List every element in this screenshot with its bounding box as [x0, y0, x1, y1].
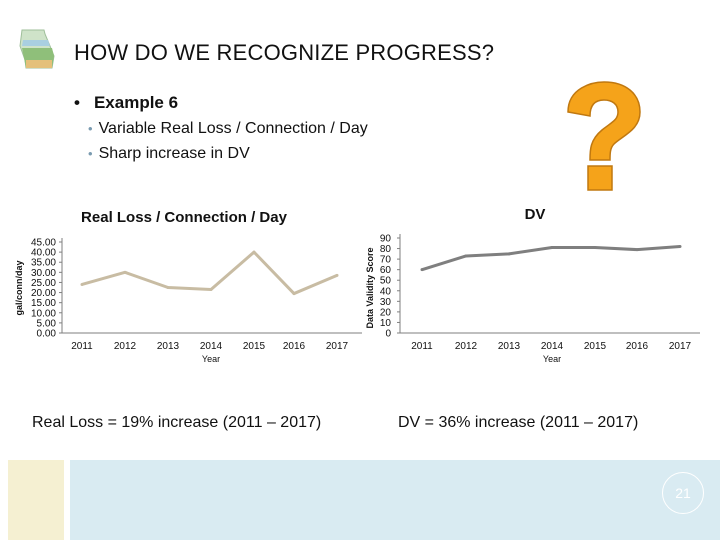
x-tick-label: 2014: [200, 341, 223, 352]
y-tick-label: 70: [380, 255, 392, 266]
x-axis-title: Year: [543, 354, 561, 364]
y-tick-label: 50: [380, 276, 392, 287]
data-point: [123, 270, 127, 274]
data-point: [464, 254, 468, 258]
x-tick-label: 2011: [411, 341, 433, 352]
sub-bullet-text: Variable Real Loss / Connection / Day: [98, 120, 368, 137]
data-point: [507, 252, 511, 256]
bullet-text: Example 6: [93, 93, 179, 112]
data-point: [252, 250, 256, 254]
y-tick-label: 60: [380, 265, 392, 276]
y-axis-title: gal/conn/day: [14, 260, 24, 315]
y-tick-label: 10: [380, 318, 392, 329]
data-point: [166, 286, 170, 289]
y-tick-label: 10.00: [31, 308, 56, 319]
y-tick-label: 15.00: [31, 298, 56, 309]
y-tick-label: 45.00: [31, 238, 56, 249]
bullet-marker: •: [74, 93, 80, 112]
sub-bullet-1: • Variable Real Loss / Connection / Day: [88, 120, 368, 138]
x-tick-label: 2013: [498, 341, 521, 352]
y-axis-title: Data Validity Score: [365, 247, 375, 328]
bullet-example: • Example 6: [74, 93, 178, 113]
page-number: 21: [662, 472, 704, 514]
x-tick-label: 2012: [114, 341, 137, 352]
footer-bar: [70, 460, 720, 540]
data-point: [335, 273, 339, 277]
series-line: [421, 244, 681, 272]
georgia-state-logo-icon: [19, 29, 55, 69]
y-tick-label: 40: [380, 286, 392, 297]
y-tick-label: 30: [380, 297, 392, 308]
data-point: [209, 288, 213, 292]
sub-bullet-2: • Sharp increase in DV: [88, 145, 250, 163]
sub-marker: •: [88, 121, 93, 136]
question-mark-icon: [567, 81, 641, 191]
y-tick-label: 90: [380, 234, 392, 245]
chart-title: DV: [525, 206, 546, 223]
sub-bullet-text: Sharp increase in DV: [98, 145, 250, 162]
y-tick-label: 40.00: [31, 248, 56, 259]
sub-marker: •: [88, 146, 93, 161]
x-tick-label: 2016: [283, 341, 306, 352]
y-tick-label: 35.00: [31, 258, 56, 269]
y-tick-label: 80: [380, 244, 392, 255]
y-tick-label: 0: [385, 329, 391, 340]
y-tick-label: 20.00: [31, 288, 56, 299]
x-tick-label: 2011: [71, 341, 93, 352]
data-point: [550, 246, 554, 249]
x-tick-label: 2014: [541, 341, 564, 352]
page-title: HOW DO WE RECOGNIZE PROGRESS?: [74, 40, 495, 65]
y-tick-label: 25.00: [31, 278, 56, 289]
chart-title: Real Loss / Connection / Day: [81, 209, 288, 226]
x-tick-label: 2012: [455, 341, 478, 352]
y-tick-label: 30.00: [31, 268, 56, 279]
data-point: [80, 282, 84, 286]
x-tick-label: 2015: [584, 341, 607, 352]
x-tick-label: 2016: [626, 341, 649, 352]
data-point: [678, 244, 682, 248]
y-tick-label: 20: [380, 307, 392, 318]
y-tick-label: 5.00: [37, 318, 57, 329]
series-line: [81, 250, 338, 296]
x-axis-title: Year: [202, 354, 220, 364]
data-point: [635, 248, 639, 252]
left-chart-caption: Real Loss = 19% increase (2011 – 2017): [32, 414, 322, 431]
data-point: [593, 246, 597, 249]
right-chart-caption: DV = 36% increase (2011 – 2017): [398, 414, 639, 431]
x-tick-label: 2017: [326, 341, 349, 352]
data-point: [420, 268, 424, 272]
y-tick-label: 0.00: [37, 329, 57, 340]
x-tick-label: 2015: [243, 341, 266, 352]
x-tick-label: 2013: [157, 341, 180, 352]
x-tick-label: 2017: [669, 341, 692, 352]
data-point: [292, 292, 296, 296]
footer-accent: [8, 460, 64, 540]
